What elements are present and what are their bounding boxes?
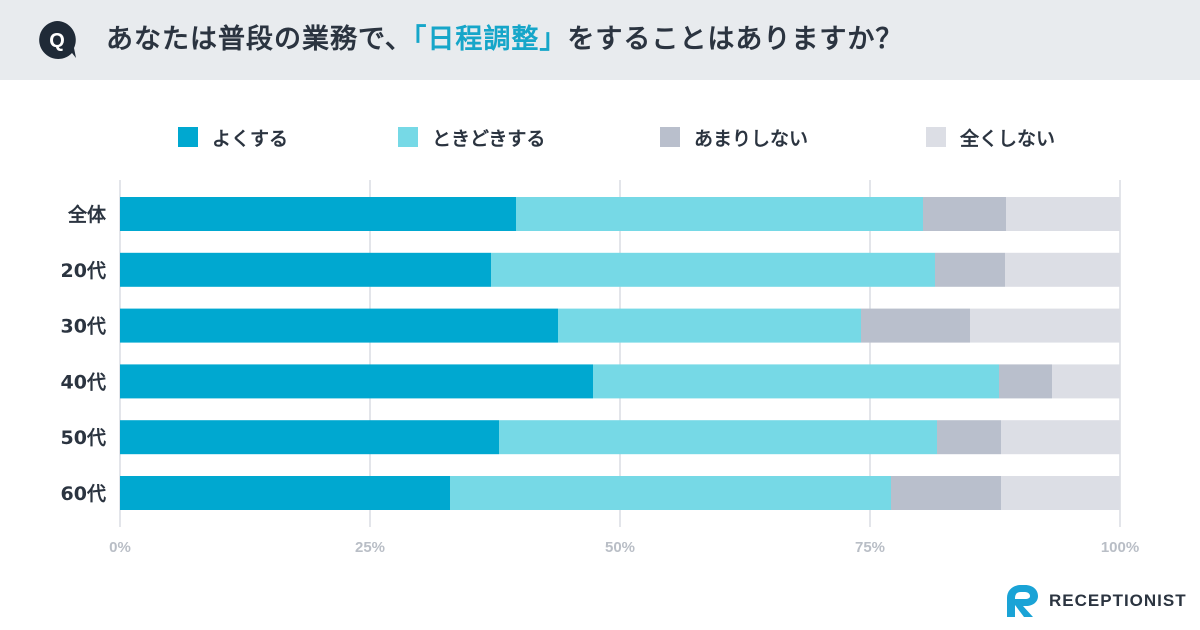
- brand-logo: RECEPTIONIST: [1003, 584, 1187, 618]
- bar-segment: [491, 252, 935, 287]
- brand-name: RECEPTIONIST: [1049, 591, 1187, 610]
- bar-segment: [499, 420, 937, 455]
- question-prefix: あなたは普段の業務で、: [106, 24, 413, 55]
- legend-swatch: [398, 127, 418, 147]
- x-tick-label: 75%: [855, 539, 885, 556]
- category-label: 40代: [61, 371, 106, 393]
- legend-label: 全くしない: [960, 127, 1056, 150]
- x-tick-label: 25%: [355, 539, 385, 556]
- receptionist-r-logo-icon: [1007, 585, 1038, 617]
- question-header: Q あなたは普段の業務で、「日程調整」をすることはありますか？: [0, 0, 1200, 80]
- bar-segment: [120, 420, 499, 455]
- bar-segment: [1006, 197, 1120, 231]
- legend-item: あまりしない: [660, 122, 808, 152]
- bar-segment: [1001, 420, 1120, 455]
- bar-segment: [593, 364, 999, 399]
- legend-swatch: [660, 127, 680, 147]
- bar-segment: [1001, 476, 1120, 510]
- bar-segment: [120, 476, 450, 510]
- x-tick-label: 50%: [605, 539, 635, 556]
- category-label: 30代: [61, 316, 106, 338]
- stacked-bar-chart: 0% 25% 50% 75% 100% 全体 20代 30代 40代 50代 60代: [61, 180, 1139, 556]
- legend-swatch: [926, 127, 946, 147]
- bar-segment: [970, 308, 1120, 343]
- chart-legend: よくする ときどきする あまりしない 全くしない: [0, 122, 1200, 152]
- bar-segment: [923, 197, 1006, 231]
- x-tick-label: 100%: [1101, 539, 1139, 556]
- bar-segment: [937, 420, 1001, 455]
- bar-segment: [120, 308, 558, 343]
- legend-item: よくする: [178, 122, 288, 152]
- x-tick-label: 0%: [109, 539, 131, 556]
- question-badge-label: Q: [49, 30, 65, 52]
- bar-segment: [1052, 364, 1120, 399]
- legend-label: よくする: [212, 127, 289, 150]
- legend-item: ときどきする: [398, 122, 545, 152]
- bar-segment: [891, 476, 1001, 510]
- question-title: あなたは普段の業務で、「日程調整」をすることはありますか？: [106, 0, 903, 80]
- bar-segment: [1005, 252, 1120, 287]
- category-label: 50代: [61, 427, 106, 449]
- legend-swatch: [178, 127, 198, 147]
- legend-item: 全くしない: [926, 122, 1055, 152]
- category-label: 60代: [61, 483, 106, 505]
- bar-segment: [450, 476, 891, 510]
- bar-segment: [935, 252, 1005, 287]
- bar-segment: [516, 197, 923, 231]
- bar-segment: [120, 364, 593, 399]
- bar-segment: [999, 364, 1052, 399]
- question-badge: Q: [36, 19, 78, 61]
- category-label: 20代: [61, 260, 106, 282]
- bar-segment: [120, 252, 491, 287]
- question-suffix: をすることはありますか？: [567, 24, 904, 55]
- bar-segment: [861, 308, 970, 343]
- category-label: 全体: [67, 203, 107, 226]
- bar-segment: [558, 308, 861, 343]
- bar-segment: [120, 197, 516, 231]
- legend-label: ときどきする: [432, 127, 546, 150]
- question-highlight: 「日程調整」: [412, 24, 568, 55]
- legend-label: あまりしない: [694, 127, 809, 150]
